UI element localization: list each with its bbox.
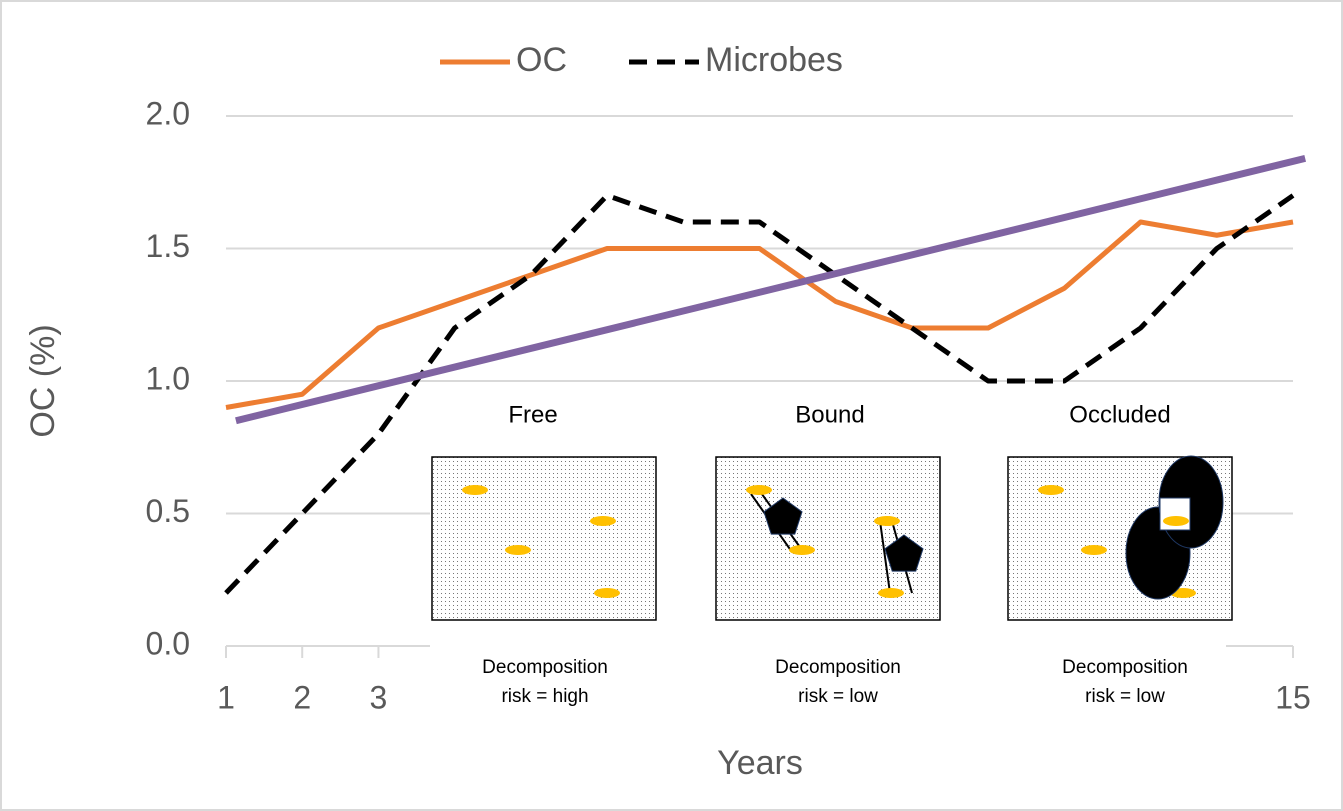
legend-label: OC xyxy=(516,41,567,79)
particle xyxy=(505,545,531,555)
particle xyxy=(590,516,616,526)
x-tick-label: 15 xyxy=(1275,679,1311,715)
y-tick-label: 2.0 xyxy=(146,95,190,131)
y-tick-label: 1.5 xyxy=(146,228,190,264)
particle xyxy=(878,588,904,598)
x-axis-title: Years xyxy=(717,744,803,782)
inset-caption: Decomposition xyxy=(1062,657,1188,678)
particle xyxy=(594,588,620,598)
particle xyxy=(1163,516,1189,526)
particle xyxy=(874,516,900,526)
inset-caption: risk = low xyxy=(798,686,878,707)
inset-title: Free xyxy=(508,401,557,428)
particle xyxy=(789,545,815,555)
particle xyxy=(1081,545,1107,555)
inset-title: Bound xyxy=(795,401,864,428)
particle xyxy=(462,485,488,495)
legend-label: Microbes xyxy=(705,41,843,79)
particle xyxy=(1038,485,1064,495)
inset-caption: Decomposition xyxy=(482,657,608,678)
x-tick-label: 2 xyxy=(293,679,311,715)
chart: OC (%) Years 0.0 0.5 1.0 1.5 2.0 1 2 3 15 Free Dec… xyxy=(0,0,1343,811)
y-tick-label: 0.0 xyxy=(146,625,190,661)
particle xyxy=(746,485,772,495)
inset-caption: risk = low xyxy=(1085,686,1165,707)
y-tick-label: 0.5 xyxy=(146,493,190,529)
page: OC (%) Years 0.0 0.5 1.0 1.5 2.0 1 2 3 15 Free Dec… xyxy=(0,0,1343,811)
y-axis-title: OC (%) xyxy=(24,324,62,437)
x-tick-label: 3 xyxy=(370,679,388,715)
inset-box xyxy=(432,457,656,620)
inset-caption: Decomposition xyxy=(775,657,901,678)
x-tick-label: 1 xyxy=(217,679,235,715)
y-tick-label: 1.0 xyxy=(146,360,190,396)
inset-title: Occluded xyxy=(1069,401,1170,428)
inset-caption: risk = high xyxy=(501,686,588,707)
